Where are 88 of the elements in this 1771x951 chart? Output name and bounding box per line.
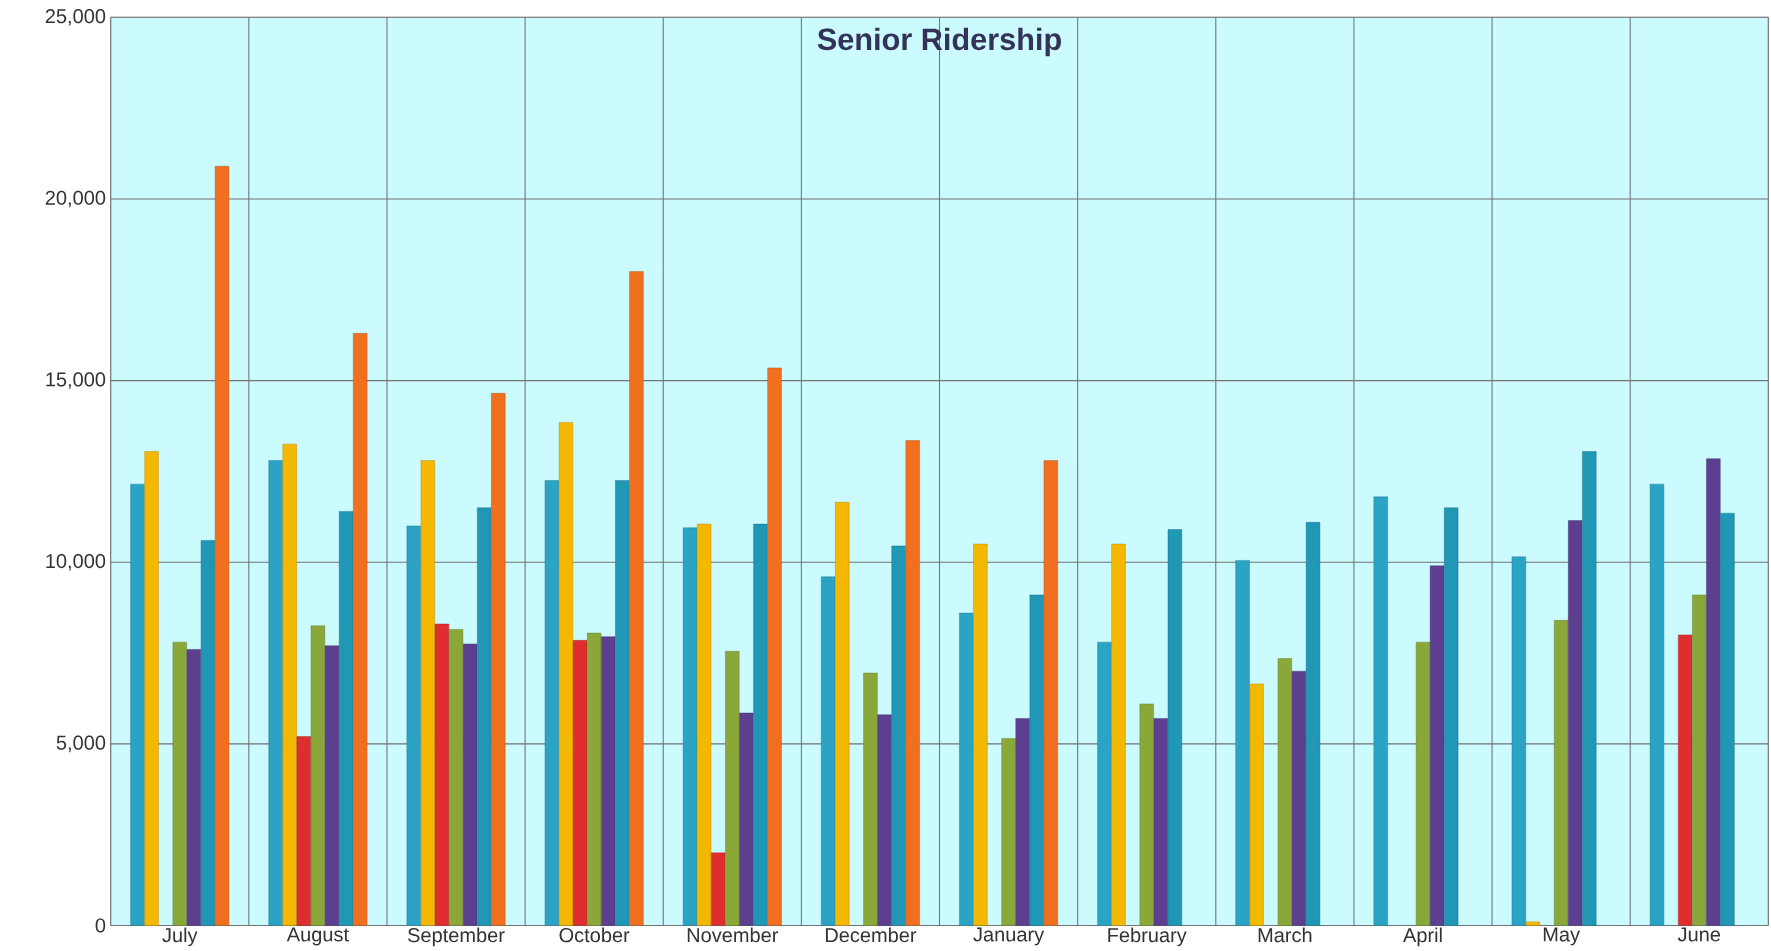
x-tick-label: November xyxy=(687,927,779,943)
y-tick-label: 20,000 xyxy=(45,190,106,208)
bar xyxy=(905,440,920,926)
bar xyxy=(891,545,906,926)
bar xyxy=(1291,671,1307,926)
bar xyxy=(463,643,478,926)
bar xyxy=(353,333,368,926)
bar xyxy=(1167,529,1183,926)
y-tick-label: 0 xyxy=(95,918,106,933)
bar xyxy=(863,672,878,926)
bar xyxy=(697,523,712,926)
bar xyxy=(448,629,464,926)
bar xyxy=(711,852,726,926)
bar xyxy=(739,712,754,926)
bar xyxy=(172,642,187,926)
bar xyxy=(682,527,698,926)
bar xyxy=(338,511,354,926)
bar xyxy=(1415,642,1431,926)
bar xyxy=(1678,634,1693,926)
bar xyxy=(1444,507,1459,926)
bar xyxy=(1525,921,1541,926)
bar xyxy=(1582,451,1597,926)
bar xyxy=(572,640,588,926)
bar xyxy=(1692,594,1707,926)
bar xyxy=(296,736,311,926)
bar xyxy=(1249,683,1264,926)
bar xyxy=(1554,620,1569,926)
bar xyxy=(877,714,892,926)
bar xyxy=(601,636,616,926)
bar xyxy=(1511,556,1526,926)
bar xyxy=(587,632,602,926)
bar xyxy=(214,166,230,926)
bar xyxy=(144,451,159,926)
bar xyxy=(200,540,216,926)
bar xyxy=(629,271,644,926)
bar xyxy=(491,393,506,926)
bar xyxy=(767,367,782,926)
bar xyxy=(130,484,145,926)
bar xyxy=(835,502,850,926)
bar xyxy=(1139,703,1154,926)
bar xyxy=(406,525,421,926)
bar xyxy=(324,645,340,926)
bar xyxy=(268,460,283,926)
bar xyxy=(1043,460,1058,926)
y-tick-label: 10,000 xyxy=(46,554,106,571)
y-tick-label: 25,000 xyxy=(45,9,106,26)
bar xyxy=(1235,560,1250,926)
x-tick-label: May xyxy=(1543,927,1580,946)
bar xyxy=(1097,642,1112,926)
x-tick-label: April xyxy=(1403,927,1442,947)
bar xyxy=(477,507,492,926)
x-tick-label: December xyxy=(825,927,917,943)
x-tick-label: June xyxy=(1677,927,1721,942)
bar xyxy=(821,576,836,926)
bar xyxy=(1706,458,1721,926)
bar xyxy=(973,543,988,926)
bar xyxy=(1429,565,1445,926)
bar xyxy=(1001,738,1016,926)
bar xyxy=(1111,543,1126,926)
bar xyxy=(282,444,297,926)
bar xyxy=(310,625,325,926)
y-tick-label: 15,000 xyxy=(46,372,106,389)
bar xyxy=(186,649,201,926)
bar xyxy=(725,651,740,926)
bar xyxy=(1373,496,1388,926)
bar xyxy=(1305,522,1321,926)
bar xyxy=(959,612,974,926)
bar xyxy=(544,480,560,926)
bar xyxy=(558,422,574,926)
x-tick-label: August xyxy=(286,927,349,946)
bar xyxy=(420,460,435,926)
x-tick-label: July xyxy=(162,927,198,947)
x-tick-label: October xyxy=(559,927,630,943)
bar xyxy=(1153,718,1168,926)
bar xyxy=(1649,484,1665,926)
x-tick-label: March xyxy=(1258,927,1312,943)
x-tick-label: February xyxy=(1108,927,1187,947)
bar xyxy=(1015,718,1030,926)
bar xyxy=(1277,658,1292,926)
bar xyxy=(434,623,450,926)
bar xyxy=(1720,513,1735,926)
bar xyxy=(1029,594,1044,926)
bar xyxy=(753,523,768,926)
x-tick-label: January xyxy=(973,927,1045,946)
bar xyxy=(615,480,630,926)
x-tick-label: September xyxy=(408,927,505,947)
y-tick-label: 5,000 xyxy=(56,735,106,753)
bar xyxy=(1568,520,1583,926)
